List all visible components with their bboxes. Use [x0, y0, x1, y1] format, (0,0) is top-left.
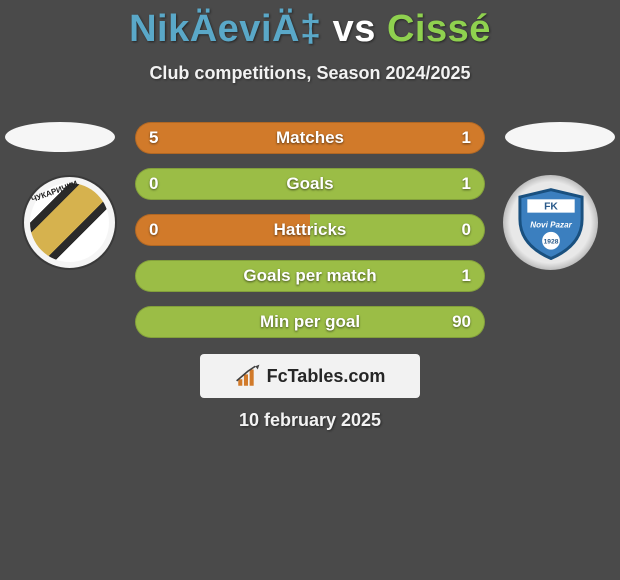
stat-row-goals: 0 Goals 1 — [135, 168, 485, 200]
left-disc — [5, 122, 115, 152]
stat-label: Goals per match — [135, 266, 485, 286]
player2-name: Cissé — [387, 8, 491, 50]
shield-icon: FK Novi Pazar 1928 — [514, 186, 588, 260]
stat-right-value: 90 — [452, 312, 471, 332]
brand-text: FcTables.com — [267, 366, 386, 387]
comparison-title: NikÄeviÄ‡ vs Cissé — [0, 0, 620, 51]
vs-label: vs — [333, 8, 376, 50]
stat-right-value: 1 — [462, 266, 471, 286]
stat-label: Min per goal — [135, 312, 485, 332]
brand-badge: FcTables.com — [200, 354, 420, 398]
stat-row-goals-per-match: Goals per match 1 — [135, 260, 485, 292]
card-root: NikÄeviÄ‡ vs Cissé Club competitions, Se… — [0, 0, 620, 84]
stat-row-min-per-goal: Min per goal 90 — [135, 306, 485, 338]
crest-fk-text: FK — [544, 201, 558, 212]
stats-container: 5 Matches 1 0 Goals 1 0 Hattricks 0 Goal… — [135, 122, 485, 352]
stat-right-value: 0 — [462, 220, 471, 240]
right-disc — [505, 122, 615, 152]
crest-year: 1928 — [543, 238, 558, 245]
bar-chart-icon — [235, 363, 261, 389]
stat-right-value: 1 — [462, 174, 471, 194]
stat-label: Hattricks — [135, 220, 485, 240]
club-crest-right: FK Novi Pazar 1928 — [503, 175, 598, 270]
stat-row-hattricks: 0 Hattricks 0 — [135, 214, 485, 246]
club-crest-left: ЧУКАРИЧКИ — [22, 175, 117, 270]
stat-label: Goals — [135, 174, 485, 194]
subtitle: Club competitions, Season 2024/2025 — [0, 51, 620, 84]
stat-row-matches: 5 Matches 1 — [135, 122, 485, 154]
player1-name: NikÄeviÄ‡ — [129, 8, 321, 50]
stat-label: Matches — [135, 128, 485, 148]
date-label: 10 february 2025 — [0, 410, 620, 431]
stat-right-value: 1 — [462, 128, 471, 148]
crest-club-text: Novi Pazar — [530, 220, 572, 229]
